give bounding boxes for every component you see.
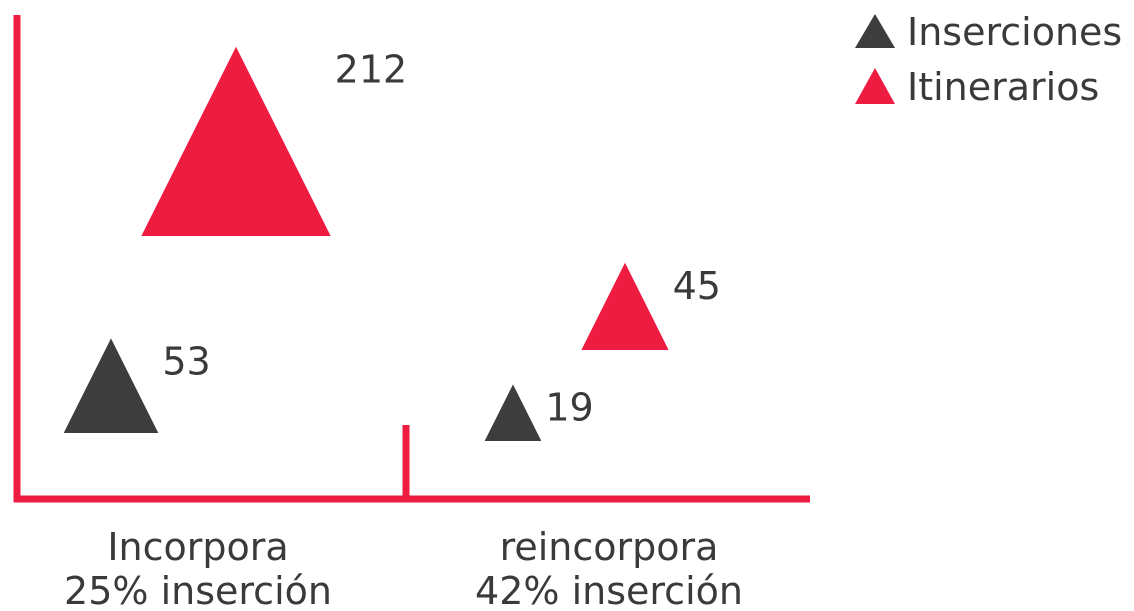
- category-0-line-1: 25% inserción: [64, 569, 332, 611]
- triangle-inserciones-0: [63, 338, 159, 433]
- category-1-line-0: reincorpora: [500, 525, 719, 569]
- triangle-inserciones-1: [484, 384, 542, 441]
- data-marks: 53 19 212 45: [63, 46, 721, 441]
- value-label-itinerarios-0: 212: [335, 48, 408, 92]
- value-label-inserciones-1: 19: [545, 385, 593, 429]
- value-label-inserciones-0: 53: [162, 339, 210, 383]
- triangle-itinerarios-1: [581, 262, 669, 350]
- category-0-line-0: Incorpora: [107, 525, 288, 569]
- triangle-itinerarios-0: [141, 46, 331, 236]
- value-label-itinerarios-1: 45: [673, 264, 721, 308]
- legend-label-inserciones: Inserciones: [907, 10, 1122, 54]
- category-1-line-1: 42% inserción: [475, 569, 743, 611]
- legend-label-itinerarios: Itinerarios: [907, 65, 1099, 109]
- chart-axes: [13, 15, 810, 503]
- category-labels: Incorpora 25% inserción reincorpora 42% …: [64, 525, 743, 611]
- legend-marker-itinerarios: [855, 68, 895, 104]
- legend-marker-inserciones: [855, 14, 895, 48]
- legend: Inserciones Itinerarios: [855, 10, 1122, 109]
